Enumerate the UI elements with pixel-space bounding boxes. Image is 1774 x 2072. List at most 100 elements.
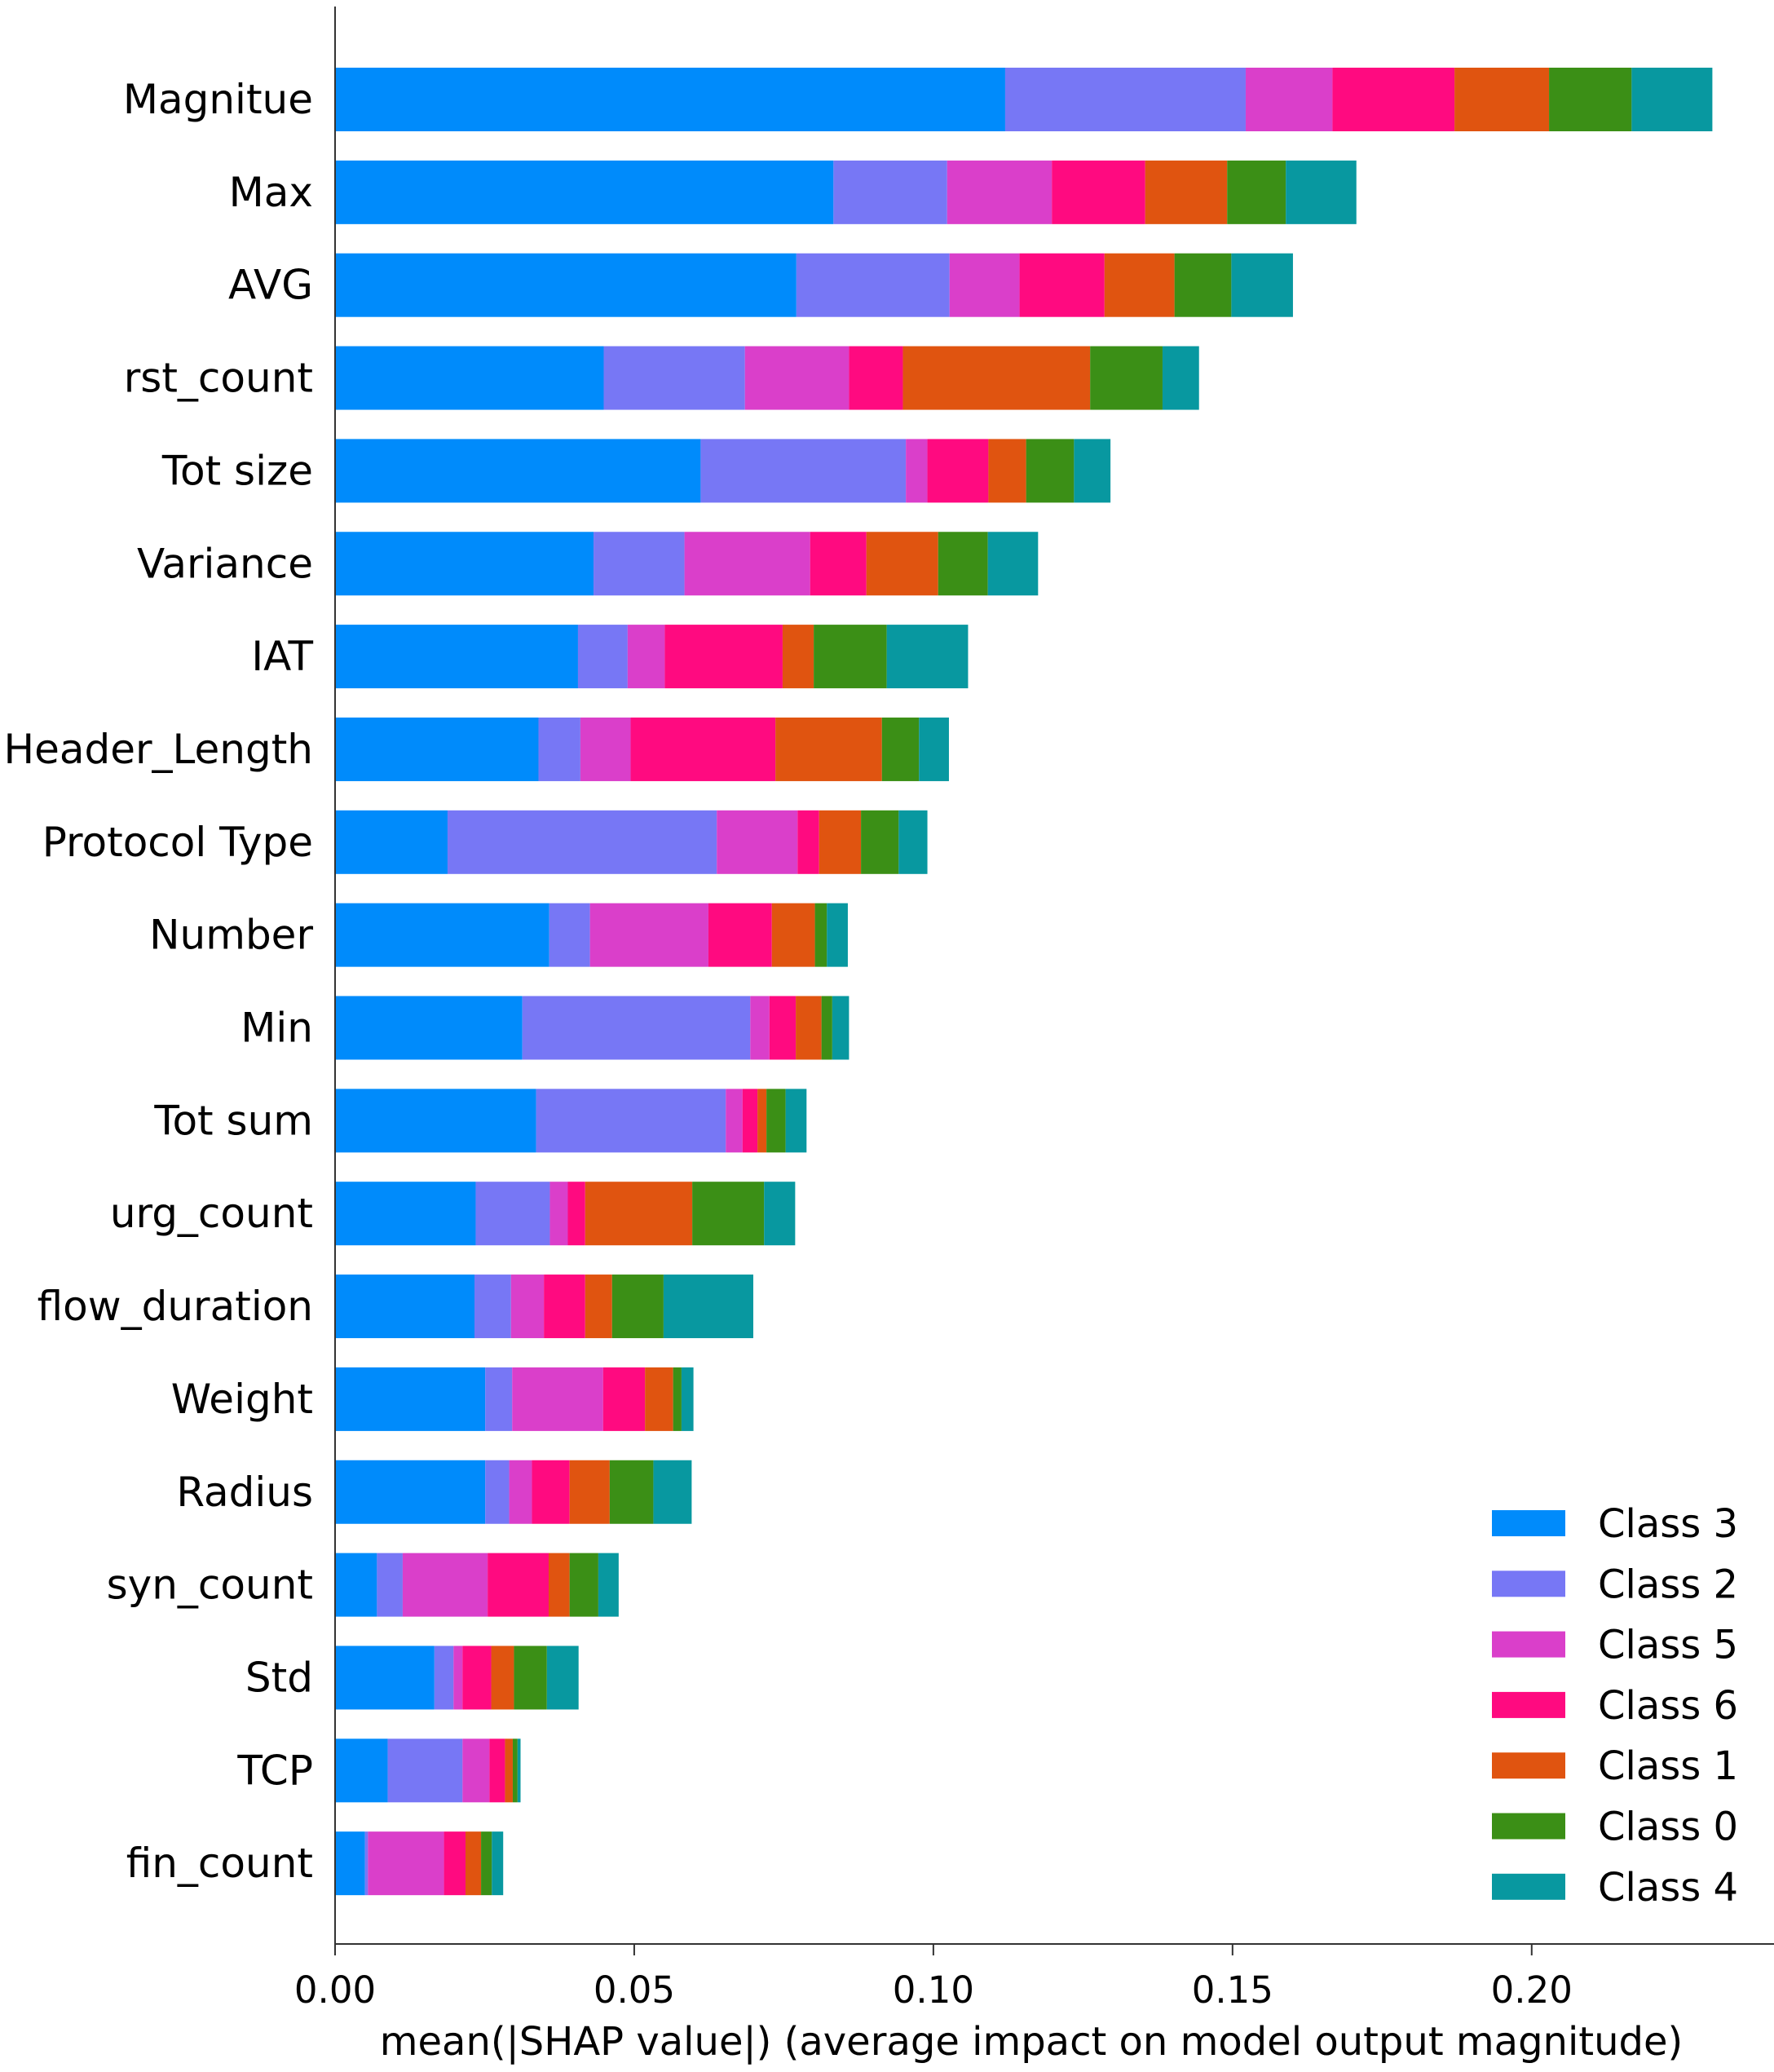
bar-segment-magnitue-class-4	[1631, 68, 1713, 131]
bar-segment-tot-sum-class-0	[766, 1089, 786, 1153]
x-tick-label: 0.05	[594, 1968, 675, 2012]
y-tick-label: IAT	[251, 633, 313, 680]
bar-segment-tot-sum-class-4	[785, 1089, 807, 1153]
legend-label: Class 5	[1598, 1623, 1738, 1668]
bar-segment-iat-class-5	[627, 625, 665, 689]
bar-segment-fin-count-class-5	[368, 1831, 444, 1896]
y-tick-label: Header_Length	[3, 726, 313, 773]
bar-segment-radius-class-6	[532, 1460, 570, 1524]
legend: Class 3 Class 2 Class 5 Class 6 Class 1 Class…	[1492, 1501, 1738, 1911]
y-tick-label: syn_count	[107, 1562, 313, 1609]
bar-segment-avg-class-4	[1231, 253, 1293, 317]
bar-segment-weight-class-4	[681, 1367, 694, 1431]
bar-segment-flow-duration-class-2	[474, 1275, 511, 1339]
bar-segment-flow-duration-class-3	[335, 1275, 474, 1339]
bar-segment-header-length-class-3	[335, 717, 539, 781]
bar-segment-std-class-5	[453, 1646, 463, 1710]
bar-segment-radius-class-2	[485, 1460, 510, 1524]
bar-segment-syn-count-class-6	[488, 1553, 549, 1617]
bar-segment-tot-sum-class-1	[757, 1089, 767, 1153]
bar-segment-tot-size-class-1	[988, 439, 1026, 503]
y-tick-label: Weight	[171, 1376, 313, 1423]
bar-segment-fin-count-class-3	[335, 1831, 365, 1896]
bar-segment-header-length-class-4	[919, 717, 949, 781]
bar-segment-fin-count-class-6	[444, 1831, 466, 1896]
bar-segment-rst-count-class-5	[744, 346, 849, 410]
y-tick-label: Variance	[137, 540, 313, 587]
legend-label: Class 6	[1598, 1683, 1738, 1729]
bar-segment-variance-class-1	[866, 532, 938, 596]
bar-segment-iat-class-3	[335, 625, 578, 689]
bar-segment-flow-duration-class-6	[544, 1275, 585, 1339]
legend-swatch	[1492, 1510, 1565, 1536]
bar-segment-urg-count-class-1	[585, 1182, 693, 1246]
bar-segment-max-class-5	[947, 160, 1052, 224]
bar-segment-magnitue-class-2	[1004, 68, 1246, 131]
bar-segment-weight-class-6	[602, 1367, 646, 1431]
bar-segment-std-class-4	[546, 1646, 579, 1710]
bar-segment-variance-class-0	[938, 532, 988, 596]
bar-segment-protocol-type-class-2	[447, 810, 717, 874]
x-tick-label: 0.20	[1491, 1968, 1573, 2012]
bar-segment-min-class-0	[821, 996, 832, 1060]
bar-segment-avg-class-3	[335, 253, 797, 317]
y-tick-label: Magnitue	[123, 76, 313, 123]
bar-segment-weight-class-2	[485, 1367, 513, 1431]
legend-label: Class 0	[1598, 1805, 1738, 1850]
bar-segment-min-class-3	[335, 996, 523, 1060]
bar-segment-protocol-type-class-3	[335, 810, 448, 874]
bar-segment-number-class-2	[549, 903, 590, 967]
bar-segment-radius-class-3	[335, 1460, 486, 1524]
bar-segment-tcp-class-1	[505, 1738, 513, 1803]
bar-segment-variance-class-3	[335, 532, 594, 596]
bar-segment-max-class-2	[833, 160, 947, 224]
bar-segment-fin-count-class-4	[492, 1831, 504, 1896]
bar-segment-tot-size-class-4	[1074, 439, 1111, 503]
y-tick-label: Tot size	[161, 447, 313, 494]
x-ticks: 0.00 0.05 0.10 0.15 0.20	[294, 1944, 1573, 2012]
bar-segment-max-class-1	[1145, 160, 1228, 224]
x-axis-title: mean(|SHAP value|) (average impact on mo…	[380, 2019, 1684, 2065]
legend-swatch	[1492, 1631, 1565, 1658]
bar-segment-iat-class-6	[664, 625, 783, 689]
y-tick-label: Min	[241, 1005, 313, 1052]
bar-segment-max-class-3	[335, 160, 834, 224]
bar-segment-tot-sum-class-5	[726, 1089, 743, 1153]
legend-swatch	[1492, 1873, 1565, 1900]
bar-segment-rst-count-class-1	[902, 346, 1091, 410]
bar-segment-magnitue-class-0	[1549, 68, 1632, 131]
bar-segment-magnitue-class-5	[1245, 68, 1333, 131]
bar-segment-header-length-class-0	[881, 717, 920, 781]
bar-segment-urg-count-class-3	[335, 1182, 476, 1246]
bar-segment-rst-count-class-3	[335, 346, 604, 410]
bar-segment-tcp-class-5	[462, 1738, 490, 1803]
bar-segment-protocol-type-class-1	[819, 810, 862, 874]
legend-label: Class 1	[1598, 1743, 1738, 1789]
bar-segment-std-class-3	[335, 1646, 435, 1710]
bar-segment-fin-count-class-1	[465, 1831, 482, 1896]
bar-segment-urg-count-class-2	[475, 1182, 550, 1246]
bar-segment-variance-class-4	[987, 532, 1039, 596]
bar-segment-header-length-class-1	[775, 717, 882, 781]
y-tick-label: urg_count	[110, 1190, 313, 1237]
bar-segment-radius-class-4	[653, 1460, 692, 1524]
bar-segment-std-class-2	[434, 1646, 454, 1710]
bar-segment-rst-count-class-0	[1090, 346, 1163, 410]
bar-segment-max-class-4	[1286, 160, 1357, 224]
bar-segment-flow-duration-class-5	[510, 1275, 545, 1339]
y-tick-label: fin_count	[126, 1840, 313, 1887]
legend-label: Class 4	[1598, 1865, 1738, 1911]
bar-segment-magnitue-class-3	[335, 68, 1005, 131]
bar-segment-number-class-5	[589, 903, 708, 967]
bar-segment-radius-class-1	[569, 1460, 610, 1524]
y-tick-labels: Magnitue Max AVG rst_count Tot size Variance I…	[3, 76, 313, 1887]
bar-segment-syn-count-class-0	[569, 1553, 598, 1617]
bar-segment-radius-class-5	[509, 1460, 532, 1524]
bar-segment-magnitue-class-1	[1454, 68, 1550, 131]
bar-segment-protocol-type-class-4	[898, 810, 928, 874]
bar-segment-number-class-6	[708, 903, 772, 967]
bar-segment-max-class-0	[1227, 160, 1286, 224]
y-tick-label: Number	[149, 912, 313, 959]
bar-segment-avg-class-0	[1174, 253, 1232, 317]
bar-segment-syn-count-class-2	[377, 1553, 403, 1617]
